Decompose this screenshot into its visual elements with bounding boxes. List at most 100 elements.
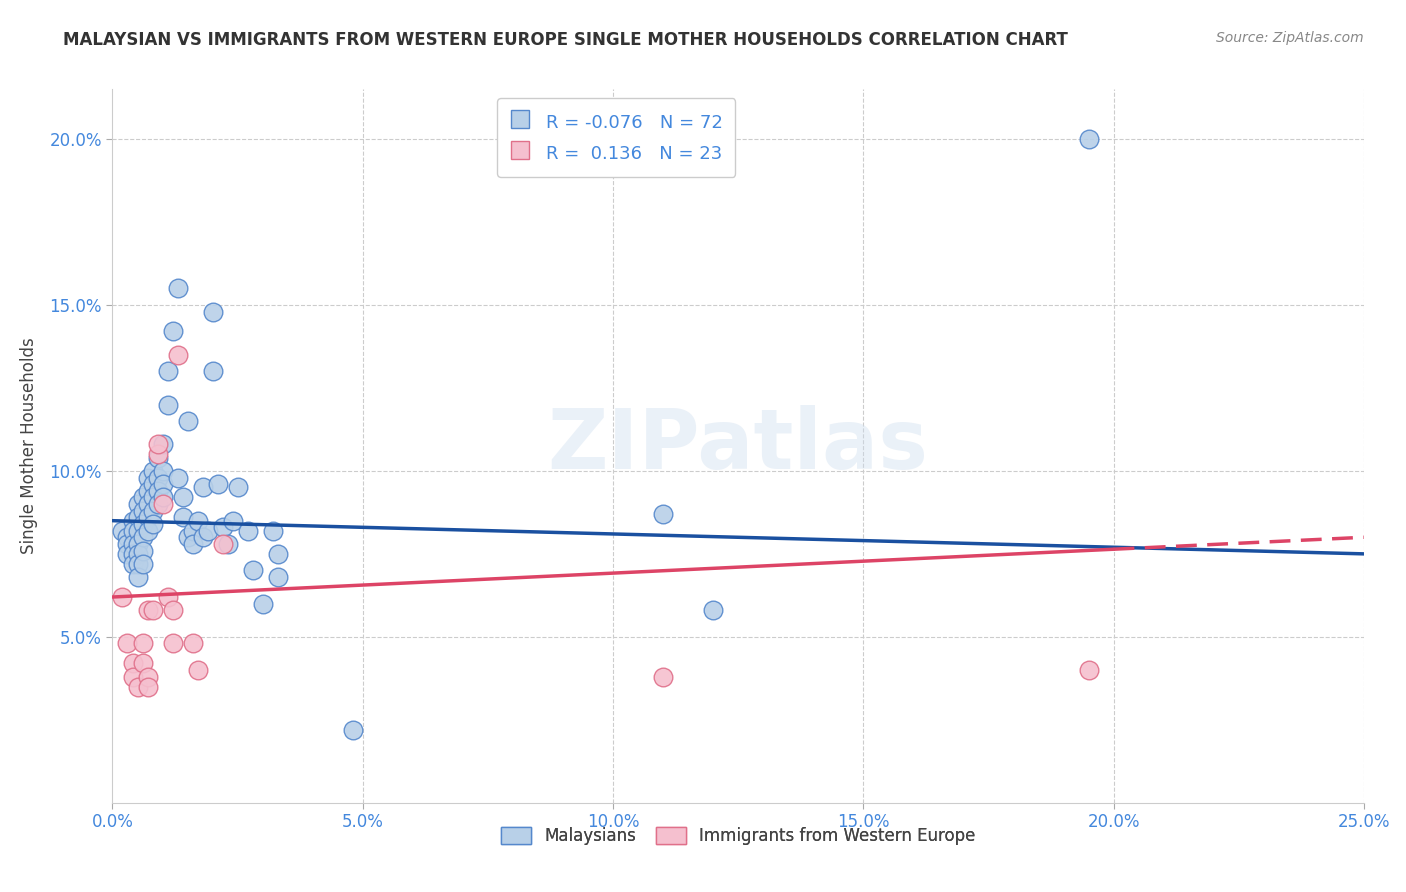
Point [152, 491, 174, 505]
Point [211, 520, 233, 534]
Point [162, 325, 184, 339]
Point [197, 524, 219, 538]
Point [166, 348, 188, 362]
Point [156, 364, 179, 378]
Point [146, 450, 169, 465]
Point [121, 657, 143, 671]
Point [131, 657, 153, 671]
Text: MALAYSIAN VS IMMIGRANTS FROM WESTERN EUROPE SINGLE MOTHER HOUSEHOLDS CORRELATION: MALAYSIAN VS IMMIGRANTS FROM WESTERN EUR… [63, 31, 1069, 49]
Point [131, 557, 153, 571]
Point [211, 537, 233, 551]
Point [176, 414, 198, 428]
Point [121, 514, 143, 528]
Point [141, 464, 163, 478]
Point [127, 537, 149, 551]
Point [136, 680, 159, 694]
Point [131, 504, 153, 518]
Point [121, 547, 143, 561]
Point [131, 636, 153, 650]
Point [191, 481, 214, 495]
Point [121, 670, 143, 684]
Point [187, 663, 209, 677]
Point [181, 636, 204, 650]
Point [127, 680, 149, 694]
Point [221, 514, 243, 528]
Point [121, 524, 143, 538]
Point [156, 397, 179, 411]
Point [201, 364, 224, 378]
Point [262, 524, 284, 538]
Point [266, 547, 288, 561]
Point [236, 524, 259, 538]
Point [146, 497, 169, 511]
Point [131, 516, 153, 531]
Point [141, 477, 163, 491]
Point [226, 481, 249, 495]
Point [127, 497, 149, 511]
Point [152, 497, 174, 511]
Point [652, 507, 675, 521]
Point [217, 537, 239, 551]
Point [702, 603, 724, 617]
Point [141, 504, 163, 518]
Point [136, 524, 159, 538]
Point [127, 547, 149, 561]
Point [131, 530, 153, 544]
Point [652, 670, 675, 684]
Point [252, 597, 274, 611]
Point [146, 470, 169, 484]
Point [152, 477, 174, 491]
Point [111, 590, 134, 604]
Point [131, 543, 153, 558]
Point [141, 516, 163, 531]
Point [201, 304, 224, 318]
Point [176, 530, 198, 544]
Point [127, 510, 149, 524]
Point [117, 547, 139, 561]
Legend: Malaysians, Immigrants from Western Europe: Malaysians, Immigrants from Western Euro… [494, 820, 983, 852]
Point [172, 510, 194, 524]
Point [146, 483, 169, 498]
Point [111, 524, 134, 538]
Point [156, 590, 179, 604]
Point [136, 483, 159, 498]
Point [117, 537, 139, 551]
Point [117, 530, 139, 544]
Y-axis label: Single Mother Households: Single Mother Households [21, 338, 38, 554]
Point [1077, 663, 1099, 677]
Point [127, 524, 149, 538]
Point [207, 477, 229, 491]
Point [127, 557, 149, 571]
Point [127, 570, 149, 584]
Point [136, 670, 159, 684]
Text: Source: ZipAtlas.com: Source: ZipAtlas.com [1216, 31, 1364, 45]
Point [121, 537, 143, 551]
Point [166, 281, 188, 295]
Point [166, 470, 188, 484]
Point [242, 564, 264, 578]
Point [117, 636, 139, 650]
Point [162, 603, 184, 617]
Point [266, 570, 288, 584]
Point [181, 524, 204, 538]
Point [136, 497, 159, 511]
Point [136, 510, 159, 524]
Point [141, 603, 163, 617]
Point [152, 437, 174, 451]
Point [191, 530, 214, 544]
Point [1077, 132, 1099, 146]
Point [146, 437, 169, 451]
Point [187, 514, 209, 528]
Point [136, 603, 159, 617]
Point [181, 537, 204, 551]
Point [172, 491, 194, 505]
Point [136, 470, 159, 484]
Point [162, 636, 184, 650]
Point [131, 491, 153, 505]
Point [152, 464, 174, 478]
Text: ZIPatlas: ZIPatlas [548, 406, 928, 486]
Point [121, 557, 143, 571]
Point [342, 723, 364, 737]
Point [141, 491, 163, 505]
Point [146, 447, 169, 461]
